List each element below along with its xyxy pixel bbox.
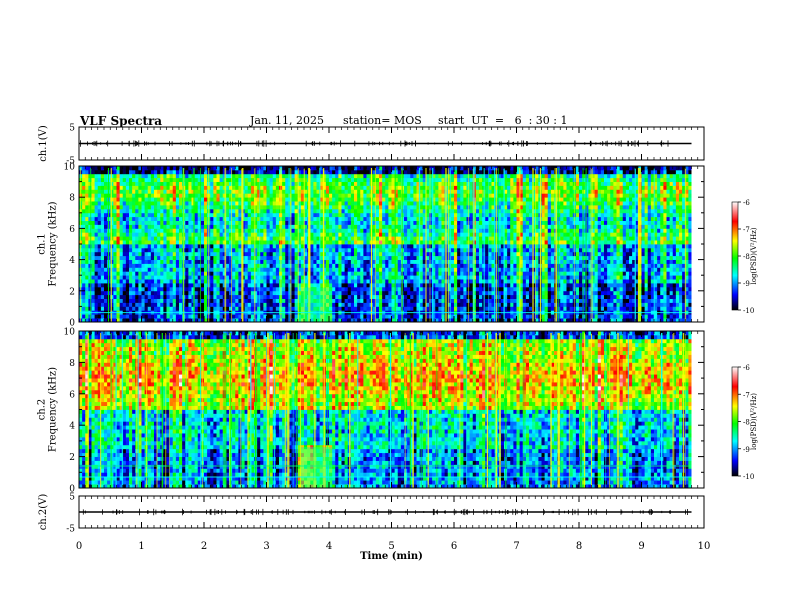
ch2-waveform-panel-ytick-label: 5 [69,493,75,503]
ch2-waveform-panel-xticks [78,496,705,528]
ch2-spectrogram-panel-ytick-label: 8 [69,359,75,369]
ch1-spectrogram-panel-sferic-streaks [80,168,687,322]
ch2-spectrogram-panel-lf-patch [300,447,333,488]
ch1-spectrogram-panel-colorbar-tick: -7 [743,226,750,234]
x-tick-label: 7 [513,541,519,552]
ch2-spectrogram-panel-colorbar-tick: -6 [743,364,750,372]
ch1-waveform-panel-ytick-label: -5 [66,157,75,167]
x-tick-label: 10 [698,541,711,552]
figure-title: VLF Spectra [80,114,163,128]
ch1-spectrogram-panel-colorbar-tick: -6 [743,199,750,207]
ch1-waveform-panel-spikes [80,140,669,147]
x-axis: 0 1 2 3 4 5 6 7 8 9 10 Time (min) [76,541,711,562]
ch2-spectrogram-panel-image [79,331,692,489]
ch1-spectrogram-panel-image [79,166,692,323]
ch2-spectrogram-panel-ytick-label: 0 [69,485,75,495]
ch2-spectrogram-panel-colorbar-tick: -10 [743,473,754,481]
ch2-waveform-panel-ytick-label: -5 [66,525,75,535]
ch2-spectrogram-panel-ylabel: ch.2Frequency (kHz) [37,367,59,452]
ch2-waveform-panel-ylabel: ch.2(V) [38,494,49,531]
ch1-spectrogram-panel-ytick-label: 10 [64,163,76,173]
x-tick-label: 9 [638,541,644,552]
ch2-waveform-panel-spikes [82,508,688,516]
ch2-spectrogram-panel-colorbar-label: log(PSD)(V²/Hz) [750,393,758,450]
ch1-spectrogram-panel-colorbar-tick: -10 [743,307,754,315]
ch2-spectrogram-panel-colorbar-tick: -7 [743,391,750,399]
ch1-waveform-panel: 5 -5 [66,124,704,167]
x-tick-label: 5 [388,541,394,552]
ch1-spectrogram-panel-ytick-label: 8 [69,194,75,204]
ch1-waveform-panel-xticks [78,127,705,160]
ch1-spectrogram-panel-colorbar-tick: -9 [743,280,750,288]
ch1-spectrogram-panel-ylabel: ch.1Frequency (kHz) [37,201,59,286]
ch1-waveform-panel-ylabel: ch.1(V) [38,125,49,162]
ch2-spectrogram-panel-xticks [78,331,705,488]
ch2-spectrogram-panel-colorbar: -6 -7 -8 -9 -10 log(PSD)(V²/Hz) [731,364,758,481]
x-axis-label: Time (min) [360,551,423,562]
ch1-spectrogram-panel-ytick-label: 0 [69,319,75,329]
ch2-spectrogram-panel: 0 2 4 6 8 10 -6 -7 -8 -9 -10 log(PSD)(V²/Hz) [64,328,758,495]
ch1-spectrogram-panel-ytick-label: 2 [69,287,75,297]
ch1-spectrogram-panel-lf-patch [300,287,333,322]
ch1-spectrogram-panel-xticks [78,166,705,322]
ch2-spectrogram-panel-sferic-streaks [87,333,686,488]
ch2-spectrogram-panel-nodata [691,331,704,488]
ch1-spectrogram-panel-ytick-label: 6 [69,225,75,235]
ch2-spectrogram-panel-ytick-label: 6 [69,390,75,400]
ch1-spectrogram-panel-colorbar-label: log(PSD)(V²/Hz) [750,227,758,284]
ch1-waveform-panel-ytick-label: 5 [69,124,75,134]
x-tick-label: 4 [326,541,332,552]
x-tick-label: 3 [263,541,269,552]
date-label: Jan. 11, 2025 [250,114,325,127]
start-time-label: start UT = 6 : 30 : 1 [438,114,568,127]
ch1-spectrogram-panel-nodata [691,166,704,322]
ch2-spectrogram-panel-ytick-label: 2 [69,453,75,463]
ch1-spectrogram-panel: 0 2 4 6 8 10 -6 -7 -8 -9 -10 log(PSD)(V²/Hz) [64,163,758,329]
x-tick-label: 2 [201,541,207,552]
ch2-spectrogram-panel-ytick-label: 10 [64,328,76,338]
ch1-spectrogram-panel-ytick-label: 4 [69,256,75,266]
ch1-spectrogram-panel-colorbar: -6 -7 -8 -9 -10 log(PSD)(V²/Hz) [731,199,758,315]
x-tick-label: 6 [451,541,457,552]
x-tick-label: 8 [576,541,582,552]
ch2-waveform-panel: 5 -5 [66,493,704,535]
station-label: station= MOS [343,114,422,127]
ch2-spectrogram-panel-ytick-label: 4 [69,422,75,432]
x-tick-label: 0 [76,541,82,552]
ch2-spectrogram-panel-colorbar-tick: -8 [743,419,750,427]
ch1-spectrogram-panel-colorbar-tick: -8 [743,253,750,261]
ch2-spectrogram-panel-colorbar-tick: -9 [743,446,750,454]
x-tick-label: 1 [138,541,144,552]
